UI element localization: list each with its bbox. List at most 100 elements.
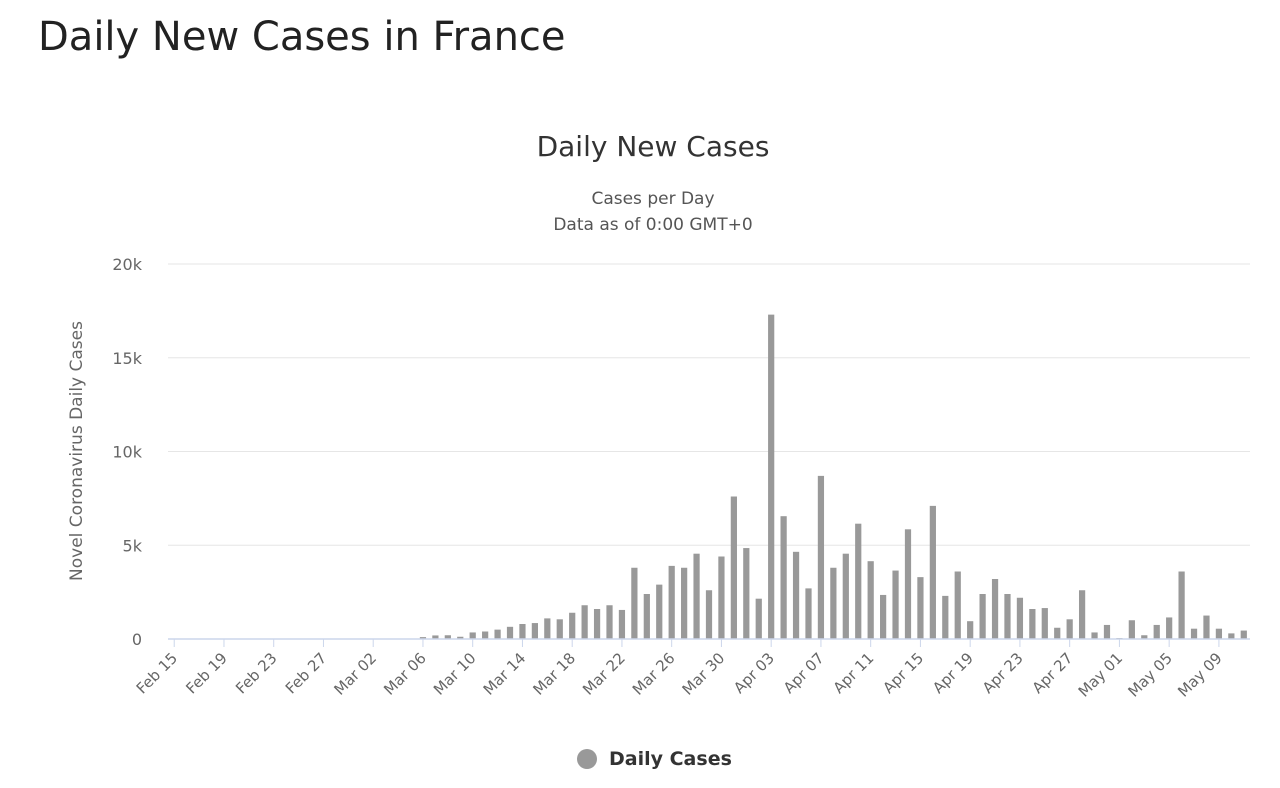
bar-may-04[interactable]	[1153, 624, 1160, 639]
bar-may-11[interactable]	[1240, 630, 1247, 639]
legend[interactable]: Daily Cases	[577, 748, 732, 770]
bar-mar-13[interactable]	[506, 626, 514, 639]
bar-mar-10[interactable]	[469, 632, 476, 639]
bar-mar-28[interactable]	[693, 553, 700, 639]
bar-mar-21[interactable]	[606, 605, 613, 639]
x-tick-label: Apr 03	[730, 649, 778, 697]
x-tick-label: May 09	[1174, 649, 1226, 701]
x-tick-label: Feb 15	[133, 649, 181, 697]
x-tick-label: May 05	[1124, 649, 1176, 701]
bar-mar-07[interactable]	[432, 635, 439, 639]
chart-subtitle-line-2: Data as of 0:00 GMT+0	[553, 215, 752, 235]
bar-mar-16[interactable]	[544, 618, 551, 640]
grid-lines	[168, 263, 1250, 546]
bar-apr-29[interactable]	[1091, 632, 1098, 639]
bar-apr-10[interactable]	[855, 523, 862, 639]
y-axis-ticks: 0 5k 10k 15k 20k	[112, 255, 142, 649]
bar-mar-11[interactable]	[482, 631, 489, 640]
bar-apr-21[interactable]	[991, 579, 999, 639]
bar-mar-26[interactable]	[668, 565, 675, 640]
bar-mar-31[interactable]	[730, 496, 737, 640]
bar-mar-22[interactable]	[618, 609, 626, 639]
bar-mar-09[interactable]	[457, 636, 464, 639]
chart-title: Daily New Cases	[537, 130, 770, 163]
bar-apr-09[interactable]	[842, 553, 849, 639]
bar-mar-18[interactable]	[569, 612, 576, 639]
bar-apr-07[interactable]	[817, 475, 825, 640]
y-tick-label: 0	[132, 630, 142, 649]
bar-apr-13[interactable]	[892, 570, 899, 639]
bar-apr-02[interactable]	[755, 598, 762, 639]
x-tick-label: Feb 23	[232, 649, 280, 697]
bar-apr-27[interactable]	[1066, 619, 1073, 639]
bar-may-03[interactable]	[1141, 635, 1148, 639]
y-tick-label: 10k	[112, 443, 142, 462]
bar-apr-04[interactable]	[780, 516, 787, 639]
bar-mar-14[interactable]	[519, 624, 526, 639]
bar-apr-19[interactable]	[967, 621, 974, 639]
x-tick-label: Apr 11	[830, 649, 878, 697]
bar-apr-26[interactable]	[1054, 627, 1061, 639]
bar-apr-20[interactable]	[979, 594, 986, 639]
bar-apr-06[interactable]	[805, 588, 812, 640]
x-tick-label: Mar 26	[629, 649, 679, 699]
x-tick-label: Apr 19	[929, 649, 977, 697]
bar-apr-14[interactable]	[904, 529, 912, 639]
bar-apr-01[interactable]	[743, 548, 750, 639]
y-axis-label: Novel Coronavirus Daily Cases	[67, 321, 87, 581]
bar-apr-23[interactable]	[1016, 597, 1024, 639]
legend-label-daily-cases[interactable]: Daily Cases	[609, 748, 732, 770]
bar-mar-15[interactable]	[531, 623, 538, 639]
x-tick-label: Mar 06	[380, 649, 430, 699]
x-tick-label: Apr 07	[780, 649, 828, 697]
bar-series-daily-cases[interactable]	[419, 314, 1247, 640]
bar-may-02[interactable]	[1128, 620, 1135, 639]
bar-mar-08[interactable]	[444, 635, 451, 639]
y-tick-label: 5k	[123, 536, 143, 555]
bar-mar-24[interactable]	[643, 594, 650, 639]
x-tick-label: May 01	[1075, 649, 1127, 701]
bar-mar-20[interactable]	[593, 609, 601, 639]
bar-mar-06[interactable]	[419, 637, 427, 640]
bar-apr-16[interactable]	[929, 505, 936, 640]
chart-subtitle-line-1: Cases per Day	[591, 189, 714, 209]
x-tick-label: Mar 14	[480, 649, 530, 699]
bar-may-10[interactable]	[1228, 633, 1235, 640]
bar-apr-15[interactable]	[917, 577, 924, 640]
page-title: Daily New Cases in France	[38, 14, 566, 60]
bar-may-08[interactable]	[1203, 615, 1210, 639]
bar-mar-25[interactable]	[656, 584, 663, 640]
bar-apr-25[interactable]	[1041, 608, 1048, 639]
bar-may-06[interactable]	[1178, 571, 1185, 640]
bar-may-09[interactable]	[1215, 628, 1223, 639]
bar-apr-12[interactable]	[880, 594, 887, 639]
bar-apr-11[interactable]	[867, 561, 874, 639]
bar-mar-29[interactable]	[705, 590, 713, 639]
bar-apr-30[interactable]	[1103, 624, 1111, 639]
bar-apr-24[interactable]	[1029, 609, 1036, 639]
bar-apr-22[interactable]	[1004, 594, 1011, 639]
bar-mar-30[interactable]	[718, 556, 725, 640]
bar-mar-19[interactable]	[581, 605, 588, 639]
bar-apr-17[interactable]	[942, 595, 949, 640]
legend-marker-daily-cases	[577, 749, 597, 769]
x-tick-label: Apr 23	[979, 649, 1027, 697]
x-axis-ticks: Feb 15 Feb 19 Feb 23 Feb 27 Mar 02 Mar 06 Mar …	[133, 639, 1226, 701]
bar-may-05[interactable]	[1166, 617, 1173, 639]
bar-mar-12[interactable]	[494, 629, 501, 640]
bar-apr-08[interactable]	[830, 567, 837, 639]
bar-apr-28[interactable]	[1078, 590, 1086, 639]
bar-apr-05[interactable]	[792, 551, 800, 639]
x-tick-label: Feb 19	[182, 649, 230, 697]
bar-may-07[interactable]	[1190, 628, 1198, 639]
y-tick-label: 20k	[112, 255, 142, 274]
x-tick-label: Mar 10	[430, 649, 480, 699]
x-tick-label: Apr 27	[1029, 649, 1077, 697]
x-tick-label: Feb 27	[282, 649, 330, 697]
bar-mar-27[interactable]	[681, 567, 688, 639]
bar-mar-17[interactable]	[556, 619, 563, 639]
bar-apr-03[interactable]	[768, 314, 775, 640]
bar-mar-23[interactable]	[631, 567, 638, 639]
bar-apr-18[interactable]	[954, 571, 961, 640]
